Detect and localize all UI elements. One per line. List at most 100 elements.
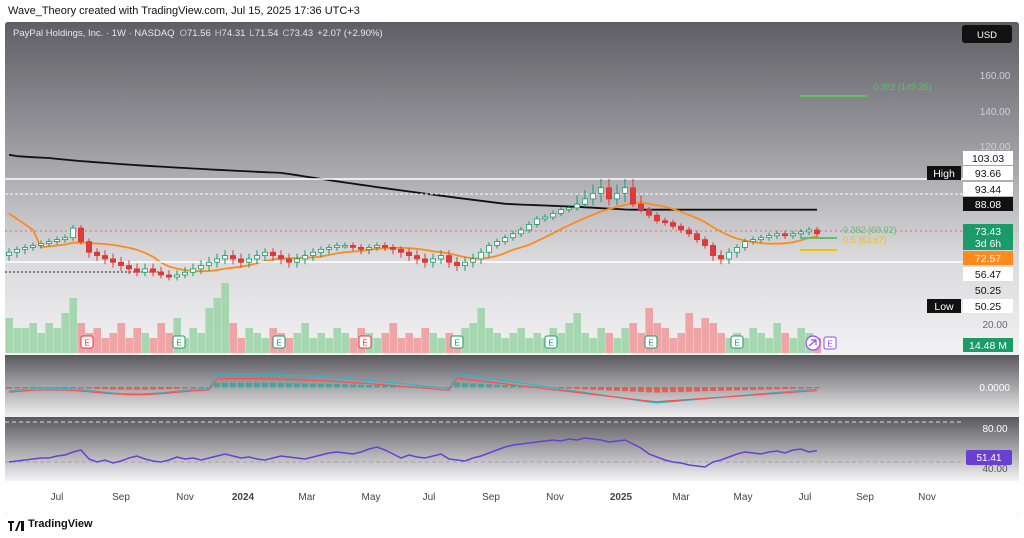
chart-frame[interactable]: 0.382 (149.35) 0.382 (69.02) 0.5 (63.67) E…: [5, 22, 1019, 515]
candle-body: [317, 248, 324, 253]
rsi-upper-label: 80.00: [982, 424, 1007, 435]
macd-histogram-bar: [166, 387, 172, 390]
y-tick-label: 160.00: [980, 71, 1011, 82]
candle-body: [574, 203, 581, 209]
x-tick-label: May: [734, 492, 753, 503]
candle-body: [726, 251, 733, 260]
chart-svg[interactable]: 0.382 (149.35) 0.382 (69.02)0.5 (63.67) E…: [5, 22, 1019, 515]
macd-histogram-bar: [190, 387, 196, 389]
price-axis[interactable]: 160.00 140.00 120.00 20.00 103.03 High 93.66 93…: [927, 71, 1013, 352]
volume-bar: [317, 333, 325, 353]
macd-histogram-bar: [582, 387, 588, 390]
candle-body: [349, 245, 356, 248]
macd-histogram-bar: [102, 387, 108, 390]
macd-histogram-bar: [510, 385, 516, 388]
macd-histogram-bar: [254, 382, 260, 388]
candle-body: [397, 248, 404, 253]
moving-averages: [8, 153, 818, 273]
x-tick-label: Sep: [112, 492, 130, 503]
candle-body: [102, 255, 109, 260]
macd-histogram-bar: [534, 386, 540, 388]
volume-bar: [45, 323, 53, 353]
earnings-marker-icon: [358, 335, 372, 349]
volume-bar: [397, 338, 405, 353]
x-tick-label: Sep: [856, 492, 874, 503]
volume-bar: [5, 318, 13, 353]
volume-bar: [69, 298, 77, 353]
macd-histogram-bar: [574, 387, 580, 389]
macd-histogram-bar: [726, 387, 732, 391]
earnings-marker-icon: [272, 335, 286, 349]
candle-body: [534, 218, 541, 225]
macd-histogram-bar: [158, 387, 164, 390]
volume-bar: [509, 333, 517, 353]
macd-histogram-bar: [54, 387, 60, 388]
earnings-marker-icon: [730, 335, 744, 349]
candle-body: [413, 255, 420, 260]
upcoming-earnings-label: E: [827, 340, 832, 349]
tradingview-footer[interactable]: TradingView: [8, 516, 208, 534]
watermark-bar: Wave_Theory created with TradingView.com…: [0, 0, 1024, 22]
candles-layer: [5, 178, 821, 281]
candle-body: [13, 248, 20, 253]
volume-bar: [437, 338, 445, 353]
currency-button[interactable]: USD: [962, 25, 1012, 43]
candle-body: [614, 192, 621, 200]
macd-histogram-bar: [302, 383, 308, 388]
candle-body: [501, 237, 508, 242]
volume-bar: [429, 333, 437, 353]
volume-bar: [229, 323, 237, 353]
volume-bar: [773, 323, 781, 353]
candle-body: [670, 222, 677, 227]
volume-bar: [309, 338, 317, 353]
macd-histogram-bar: [286, 383, 292, 388]
candle-body: [485, 245, 492, 253]
volume-bar: [253, 333, 261, 353]
macd-histogram-bar: [606, 387, 612, 391]
macd-histogram-bar: [318, 383, 324, 388]
x-tick-label: 2025: [610, 492, 633, 503]
volume-bar: [797, 328, 805, 353]
candle-body: [5, 251, 12, 256]
currency-label: USD: [977, 30, 997, 41]
price-label: 73.43: [975, 226, 1001, 238]
price-label: 56.47: [975, 269, 1001, 281]
macd-histogram-bar: [134, 387, 140, 390]
macd-histogram-bar: [182, 387, 188, 389]
candle-body: [213, 258, 220, 263]
volume-bar: [677, 333, 685, 353]
macd-histogram-bar: [78, 387, 84, 389]
candle-body: [469, 258, 476, 263]
candle-body: [253, 255, 260, 260]
volume-bar: [605, 333, 613, 353]
candle-body: [654, 214, 661, 222]
candle-body: [197, 265, 204, 270]
macd-histogram-bar: [174, 387, 180, 389]
candle-body: [814, 229, 821, 235]
volume-bar: [189, 328, 197, 353]
candle-body: [149, 268, 156, 273]
volume-bar: [53, 328, 61, 353]
price-label-box: [963, 338, 1013, 352]
candle-body: [678, 225, 685, 231]
x-tick-label: Jul: [799, 492, 812, 503]
candle-body: [606, 187, 613, 200]
volume-bar: [109, 333, 117, 353]
macd-histogram-bar: [326, 383, 332, 388]
volume-bar: [341, 333, 349, 353]
macd-histogram-bar: [30, 387, 36, 389]
rsi-value-label: 51.41: [976, 453, 1001, 464]
candle-body: [341, 245, 348, 248]
volume-bar: [293, 333, 301, 353]
time-axis[interactable]: Jul Sep Nov 2024 Mar May Jul Sep Nov 2025 Mar May Ju…: [51, 492, 936, 503]
fib-149-label: 0.382 (149.35): [873, 82, 932, 92]
macd-histogram-bar: [646, 387, 652, 393]
earnings-marker-icon: [80, 335, 94, 349]
macd-histogram-bar: [462, 383, 468, 388]
candle-body: [110, 258, 117, 263]
volume-bar: [21, 328, 29, 353]
candle-body: [590, 192, 597, 200]
volume-bar: [37, 333, 45, 353]
price-label-box: [963, 151, 1013, 165]
